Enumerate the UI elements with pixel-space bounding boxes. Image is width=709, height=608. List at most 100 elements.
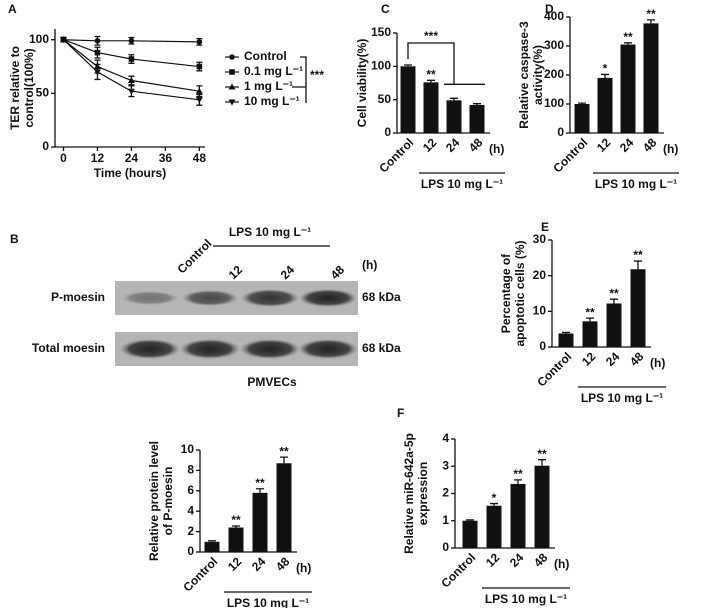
y-axis-label: Percentage of xyxy=(499,253,513,333)
lane-label: Control xyxy=(174,236,214,276)
band xyxy=(122,291,178,305)
error-bar xyxy=(280,456,288,464)
y-tick-label: 50 xyxy=(378,92,392,106)
significance: * xyxy=(603,62,608,76)
x-tick-label: 48 xyxy=(627,349,647,369)
x-tick-label: 48 xyxy=(531,550,551,570)
x-tick-label: 12 xyxy=(483,550,503,570)
y-tick-label: 2 xyxy=(442,486,449,500)
significance: ** xyxy=(426,68,436,82)
error-bar xyxy=(490,502,498,506)
row-label: P-moesin xyxy=(51,290,105,304)
error-bar xyxy=(450,97,458,101)
group-label: LPS 10 mg L⁻¹ xyxy=(421,177,503,191)
bar xyxy=(400,66,416,133)
error-bar xyxy=(624,42,632,45)
y-axis-label: activity(%) xyxy=(531,45,545,105)
y-tick-label: 0 xyxy=(557,125,564,139)
marker xyxy=(94,49,101,56)
band xyxy=(241,289,299,307)
panel-label: E xyxy=(541,220,549,234)
y-tick-label: 100 xyxy=(29,32,49,46)
lane-label: 24 xyxy=(278,263,298,283)
y-tick-label: 100 xyxy=(544,96,564,110)
line xyxy=(63,39,200,101)
marker xyxy=(195,97,203,104)
error-bar xyxy=(562,331,570,334)
treatment-label: LPS 10 mg L⁻¹ xyxy=(229,225,311,239)
x-tick-label: 12 xyxy=(594,135,614,155)
x-axis-label: Time (hours) xyxy=(94,166,166,180)
bar xyxy=(228,527,244,552)
bar xyxy=(643,23,659,134)
legend-label: 0.1 mg L⁻¹ xyxy=(244,64,303,78)
y-tick-label: 4 xyxy=(187,503,194,517)
marker xyxy=(196,39,203,45)
group-label: LPS 10 mg L⁻¹ xyxy=(485,592,567,606)
significance: *** xyxy=(310,68,324,82)
bar xyxy=(423,82,439,133)
panel-label: A xyxy=(8,2,17,16)
marker xyxy=(229,54,235,60)
significance: ** xyxy=(513,467,523,481)
y-tick-label: 10 xyxy=(181,442,195,456)
panel-label: F xyxy=(397,406,404,420)
y-tick-label: 8 xyxy=(187,463,194,477)
marker xyxy=(93,69,101,76)
y-axis-label: Relative caspase-3 xyxy=(517,21,531,129)
bar xyxy=(276,463,292,552)
y-axis-label: TER relative to xyxy=(8,46,22,130)
lane-label: 48 xyxy=(328,263,348,283)
bar xyxy=(582,321,598,347)
y-tick-label: 0 xyxy=(442,540,449,554)
bar xyxy=(486,505,502,548)
marker xyxy=(228,99,236,106)
panel-label: C xyxy=(381,2,390,16)
x-tick-label: 48 xyxy=(640,135,660,155)
significance: ** xyxy=(231,513,241,527)
y-tick-label: 200 xyxy=(544,67,564,81)
y-tick-label: 0 xyxy=(539,339,546,353)
significance: ** xyxy=(633,248,643,262)
y-axis-label: apoptotic cells (%) xyxy=(513,240,527,346)
marker xyxy=(228,83,236,90)
bar xyxy=(204,541,220,552)
significance: ** xyxy=(279,444,289,458)
y-tick-label: 20 xyxy=(533,268,547,282)
band xyxy=(299,289,357,307)
significance: ** xyxy=(646,7,656,21)
y-axis-label: expression xyxy=(416,462,430,525)
bracket-label: *** xyxy=(424,29,438,43)
x-tick-label: 24 xyxy=(507,550,527,570)
y-tick-label: 1 xyxy=(442,513,449,527)
error-bar xyxy=(427,79,435,83)
x-tick-label: 48 xyxy=(273,554,293,574)
y-tick-label: 3 xyxy=(442,458,449,472)
x-tick-label: Control xyxy=(438,550,478,590)
y-axis-label: Relative miR-642a-5p xyxy=(402,433,416,554)
bracket xyxy=(407,42,485,85)
marker xyxy=(59,37,67,44)
y-tick-label: 4 xyxy=(442,431,449,445)
band xyxy=(240,339,300,359)
group-label: LPS 10 mg L⁻¹ xyxy=(595,177,677,191)
error-bar xyxy=(473,103,481,105)
marker xyxy=(94,38,101,44)
y-tick-label: 2 xyxy=(187,524,194,538)
line xyxy=(63,39,200,92)
line xyxy=(63,39,200,68)
error-bar xyxy=(610,298,618,304)
error-bar xyxy=(232,525,240,528)
marker xyxy=(128,56,135,62)
significance: ** xyxy=(609,286,619,300)
significance: ** xyxy=(537,447,547,461)
bar xyxy=(558,333,574,347)
bar xyxy=(574,104,590,133)
group-label: LPS 10 mg L⁻¹ xyxy=(227,596,309,608)
x-tick-label: 0 xyxy=(60,151,67,165)
error-bar xyxy=(466,519,474,521)
y-tick-label: 150 xyxy=(371,25,391,39)
error-bar xyxy=(404,64,412,67)
row-label: Total moesin xyxy=(32,341,105,355)
unit-label: (h) xyxy=(554,557,569,571)
